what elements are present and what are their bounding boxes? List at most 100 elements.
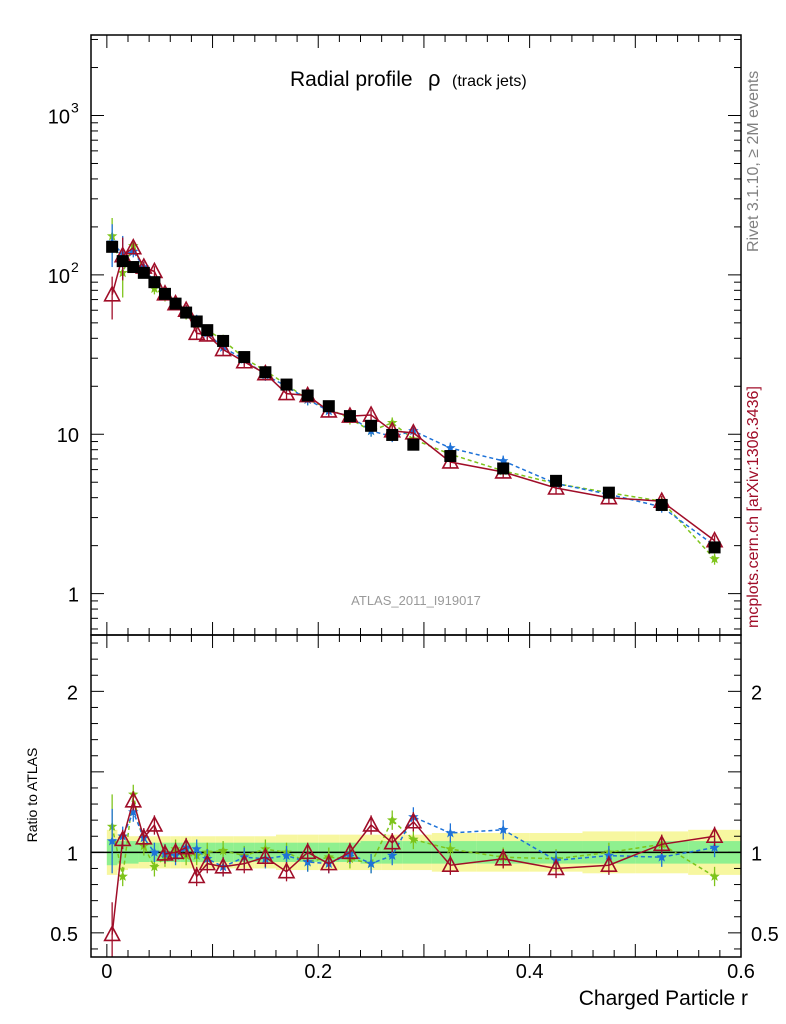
main-point-data bbox=[655, 498, 668, 511]
ratio-point-mc_red bbox=[298, 842, 317, 860]
ratio-point-mc_red bbox=[177, 837, 195, 855]
ratio-plot-frame bbox=[90, 634, 742, 958]
main-point-data bbox=[201, 324, 214, 337]
main-point-data bbox=[127, 261, 140, 274]
main-point-data bbox=[116, 255, 129, 268]
ratio-point-mc_red bbox=[235, 853, 254, 871]
x-tick-label: 0.2 bbox=[304, 961, 332, 983]
ratio-point-mc_green bbox=[117, 871, 128, 881]
main-point-data bbox=[190, 315, 203, 328]
ratio-point-mc_blue bbox=[149, 846, 160, 857]
main-point-data bbox=[148, 276, 161, 289]
ratio-series-line-mc_red bbox=[111, 798, 715, 935]
ratio-point-mc_green bbox=[445, 843, 456, 854]
main-plot-frame bbox=[90, 34, 742, 636]
chart-title-rho: ρ bbox=[428, 66, 441, 91]
main-point-data bbox=[158, 287, 171, 300]
ratio-point-mc_red bbox=[187, 866, 206, 884]
main-point-mc_green bbox=[709, 553, 720, 564]
main-y-tick-exponent: 2 bbox=[71, 259, 79, 275]
ratio-y-tick-label-right: 0.5 bbox=[751, 924, 779, 946]
ratio-point-mc_blue bbox=[191, 843, 202, 854]
main-point-data bbox=[169, 297, 182, 310]
main-point-data bbox=[238, 351, 251, 364]
main-point-mc_red bbox=[277, 383, 296, 401]
ratio-y-tick-label: 0.5 bbox=[50, 924, 78, 946]
ratio-point-mc_green bbox=[408, 834, 419, 844]
ratio-point-mc_red bbox=[404, 812, 423, 829]
ratio-point-mc_red bbox=[441, 855, 460, 873]
main-point-mc_red bbox=[103, 285, 121, 302]
ratio-point-mc_blue bbox=[498, 824, 509, 835]
ratio-point-mc_blue bbox=[603, 850, 615, 860]
main-point-mc_red bbox=[214, 339, 232, 357]
main-point-mc_blue bbox=[498, 455, 509, 466]
main-y-tick-label: 10 bbox=[57, 425, 79, 447]
ratio-point-mc_red bbox=[319, 853, 338, 871]
ratio-point-mc_blue bbox=[445, 827, 456, 838]
main-point-data bbox=[259, 366, 272, 379]
ratio-point-mc_red bbox=[156, 844, 174, 861]
chart-title-sub: (track jets) bbox=[452, 73, 527, 90]
ratio-point-mc_blue bbox=[709, 842, 720, 852]
ratio-point-mc_blue bbox=[128, 806, 139, 817]
ratio-point-mc_red bbox=[214, 857, 232, 874]
ratio-point-mc_blue bbox=[387, 850, 398, 860]
ratio-point-mc_red bbox=[277, 861, 296, 879]
main-point-data bbox=[497, 462, 510, 475]
main-series-line-mc_green bbox=[111, 235, 716, 560]
ratio-point-mc_red bbox=[113, 829, 132, 847]
ratio-point-mc_blue bbox=[656, 851, 667, 862]
main-point-data bbox=[180, 306, 193, 319]
x-tick-label: 0.4 bbox=[516, 961, 544, 983]
main-point-data bbox=[407, 438, 420, 451]
ratio-point-mc_red bbox=[145, 815, 164, 832]
ratio-point-mc_red bbox=[600, 855, 618, 873]
main-series-line-mc_blue bbox=[111, 241, 716, 547]
main-y-tick-label: 10 bbox=[48, 266, 70, 288]
chart-title-main: Radial profile bbox=[290, 68, 413, 91]
main-point-data bbox=[708, 541, 721, 554]
main-series-line-mc_red bbox=[111, 246, 716, 542]
ratio-y-tick-label-right: 2 bbox=[751, 682, 762, 704]
ratio-point-mc_red bbox=[256, 847, 275, 864]
main-y-tick-exponent: 3 bbox=[71, 100, 79, 116]
main-point-mc_blue bbox=[445, 442, 456, 453]
ratio-panel-data bbox=[91, 784, 741, 957]
main-point-data bbox=[386, 428, 399, 441]
main-point-data bbox=[137, 266, 150, 279]
main-point-mc_red bbox=[547, 478, 565, 495]
ratio-point-mc_red bbox=[705, 826, 724, 844]
ratio-point-mc_red bbox=[383, 832, 402, 850]
ratio-point-mc_red bbox=[652, 834, 671, 852]
main-y-tick-label: 1 bbox=[68, 585, 79, 607]
ratio-point-mc_red bbox=[103, 924, 121, 942]
main-point-data bbox=[106, 240, 119, 253]
mcplots-source-label: mcplots.cern.ch [arXiv:1306.3436] bbox=[745, 386, 762, 628]
ratio-point-mc_green bbox=[217, 845, 229, 856]
y-axis-label-ratio: Ratio to ATLAS bbox=[24, 748, 40, 843]
analysis-id-label: ATLAS_2011_I919017 bbox=[351, 593, 481, 608]
main-point-mc_red bbox=[187, 323, 206, 341]
main-point-data bbox=[217, 334, 230, 347]
ratio-y-tick-label: 1 bbox=[67, 843, 78, 865]
ratio-point-mc_red bbox=[362, 815, 380, 832]
main-point-data bbox=[322, 400, 335, 413]
ratio-point-mc_blue bbox=[365, 858, 377, 869]
main-point-mc_red bbox=[124, 238, 143, 255]
main-point-data bbox=[602, 486, 615, 499]
ratio-point-mc_red bbox=[341, 842, 359, 860]
ratio-point-mc_green bbox=[387, 814, 398, 825]
ratio-point-mc_red bbox=[124, 791, 143, 808]
main-point-data bbox=[280, 378, 293, 391]
x-tick-label: 0 bbox=[101, 961, 112, 983]
x-tick-label: 0.6 bbox=[727, 961, 755, 983]
main-point-data bbox=[343, 410, 356, 423]
ratio-point-mc_red bbox=[494, 849, 513, 866]
main-point-data bbox=[301, 389, 314, 402]
main-point-data bbox=[444, 450, 457, 463]
ratio-point-mc_green bbox=[149, 861, 160, 872]
ratio-point-mc_green bbox=[709, 871, 720, 881]
